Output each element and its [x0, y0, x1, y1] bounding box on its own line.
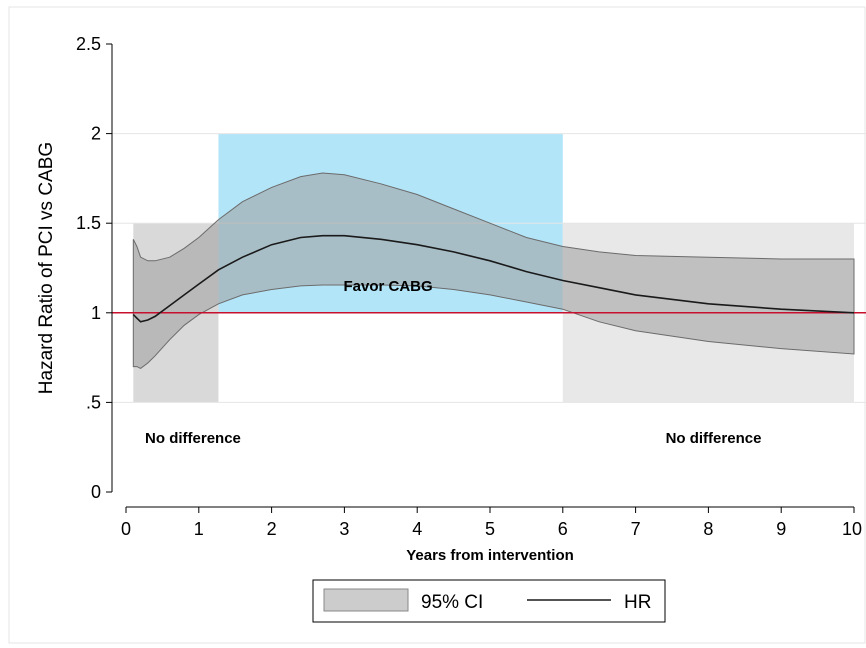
x-tick-label-4: 4 [412, 519, 422, 539]
region-annotation-0: No difference [145, 430, 241, 447]
hr-line-layer [132, 234, 855, 323]
x-tick-label-1: 1 [194, 519, 204, 539]
y-tick-label-2: 1 [91, 303, 101, 323]
ci-band [132, 172, 855, 369]
y-tick-label-3: 1.5 [76, 213, 101, 233]
legend-hr-label: HR [624, 592, 651, 613]
region-annotation-1: Favor CABG [343, 278, 432, 295]
x-axis-title: Years from intervention [406, 547, 574, 564]
x-tick-label-9: 9 [776, 519, 786, 539]
x-tick-label-7: 7 [631, 519, 641, 539]
region-annotation-2: No difference [666, 430, 762, 447]
y-tick-label-5: 2.5 [76, 34, 101, 54]
x-tick-label-5: 5 [485, 519, 495, 539]
ci-band-layer [132, 172, 855, 369]
y-axis-title: Hazard Ratio of PCI vs CABG [36, 142, 57, 394]
y-tick-label-4: 2 [91, 124, 101, 144]
x-tick-label-0: 0 [121, 519, 131, 539]
legend: 95% CI HR [312, 579, 666, 623]
legend-ci-label: 95% CI [421, 592, 483, 613]
region-annotations: No difference Favor CABG No difference [145, 278, 761, 447]
y-tick-label-0: 0 [91, 482, 101, 502]
legend-ci-swatch [323, 588, 409, 612]
y-tick-label-1: .5 [86, 392, 101, 412]
x-tick-label-6: 6 [558, 519, 568, 539]
x-tick-label-3: 3 [339, 519, 349, 539]
axes: 0 .5 1 1.5 2 2.5 0 1 2 3 4 5 6 7 8 9 10 [76, 34, 862, 539]
hr-line [132, 234, 855, 323]
x-tick-label-8: 8 [703, 519, 713, 539]
x-tick-label-2: 2 [267, 519, 277, 539]
x-tick-label-10: 10 [842, 519, 862, 539]
